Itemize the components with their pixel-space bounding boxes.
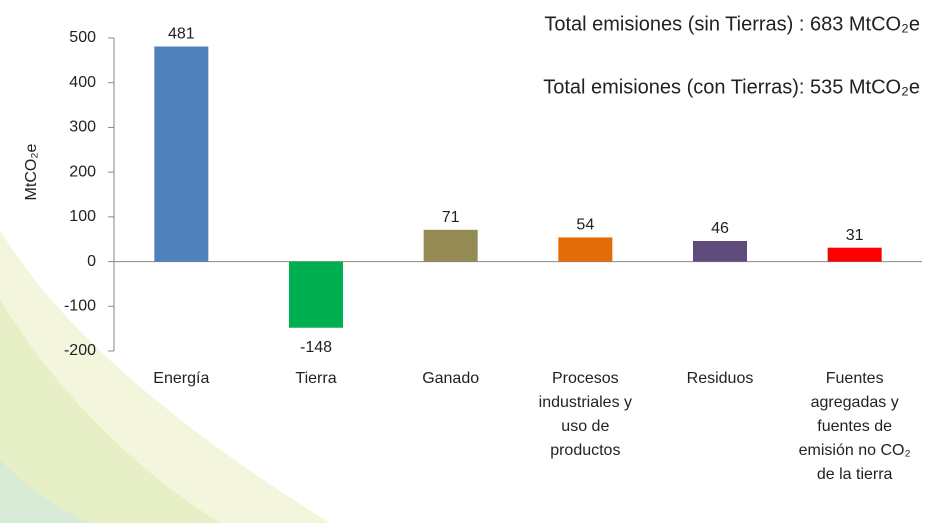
- page: Total emisiones (sin Tierras) : 683 MtCO…: [0, 0, 927, 523]
- x-tick-label: Ganado: [392, 367, 510, 391]
- x-tick-label: Residuos: [661, 367, 779, 391]
- bar: [558, 237, 612, 261]
- bar: [289, 262, 343, 328]
- y-tick-label: 300: [69, 119, 96, 136]
- y-tick-label: -100: [64, 298, 96, 315]
- value-label: 31: [846, 227, 864, 244]
- value-label: 71: [442, 209, 460, 226]
- bar: [693, 241, 747, 262]
- y-tick-label: 500: [69, 29, 96, 46]
- annotation: Total emisiones (sin Tierras) : 683 MtCO…: [544, 13, 920, 35]
- x-tick-label: Fuentes agregadas y fuentes de emisión n…: [796, 367, 914, 487]
- x-tick-label: Energía: [122, 367, 240, 391]
- y-tick-label: 200: [69, 163, 96, 180]
- x-tick-label: Tierra: [257, 367, 375, 391]
- value-label: 481: [168, 26, 195, 43]
- chart: Total emisiones (sin Tierras) : 683 MtCO…: [0, 0, 927, 523]
- y-axis-label: MtCO₂e: [23, 143, 40, 200]
- bar: [424, 230, 478, 262]
- bar: [154, 46, 208, 261]
- y-tick-label: -200: [64, 342, 96, 359]
- y-tick-label: 100: [69, 208, 96, 225]
- value-label: 46: [711, 220, 729, 237]
- annotation: Total emisiones (con Tierras): 535 MtCO₂…: [543, 76, 920, 98]
- x-tick-label: Procesos industriales y uso de productos: [526, 367, 644, 463]
- bar: [828, 248, 882, 262]
- y-tick-label: 0: [87, 253, 96, 270]
- y-tick-label: 400: [69, 74, 96, 91]
- value-label: 54: [576, 217, 594, 234]
- value-label: -148: [300, 339, 332, 356]
